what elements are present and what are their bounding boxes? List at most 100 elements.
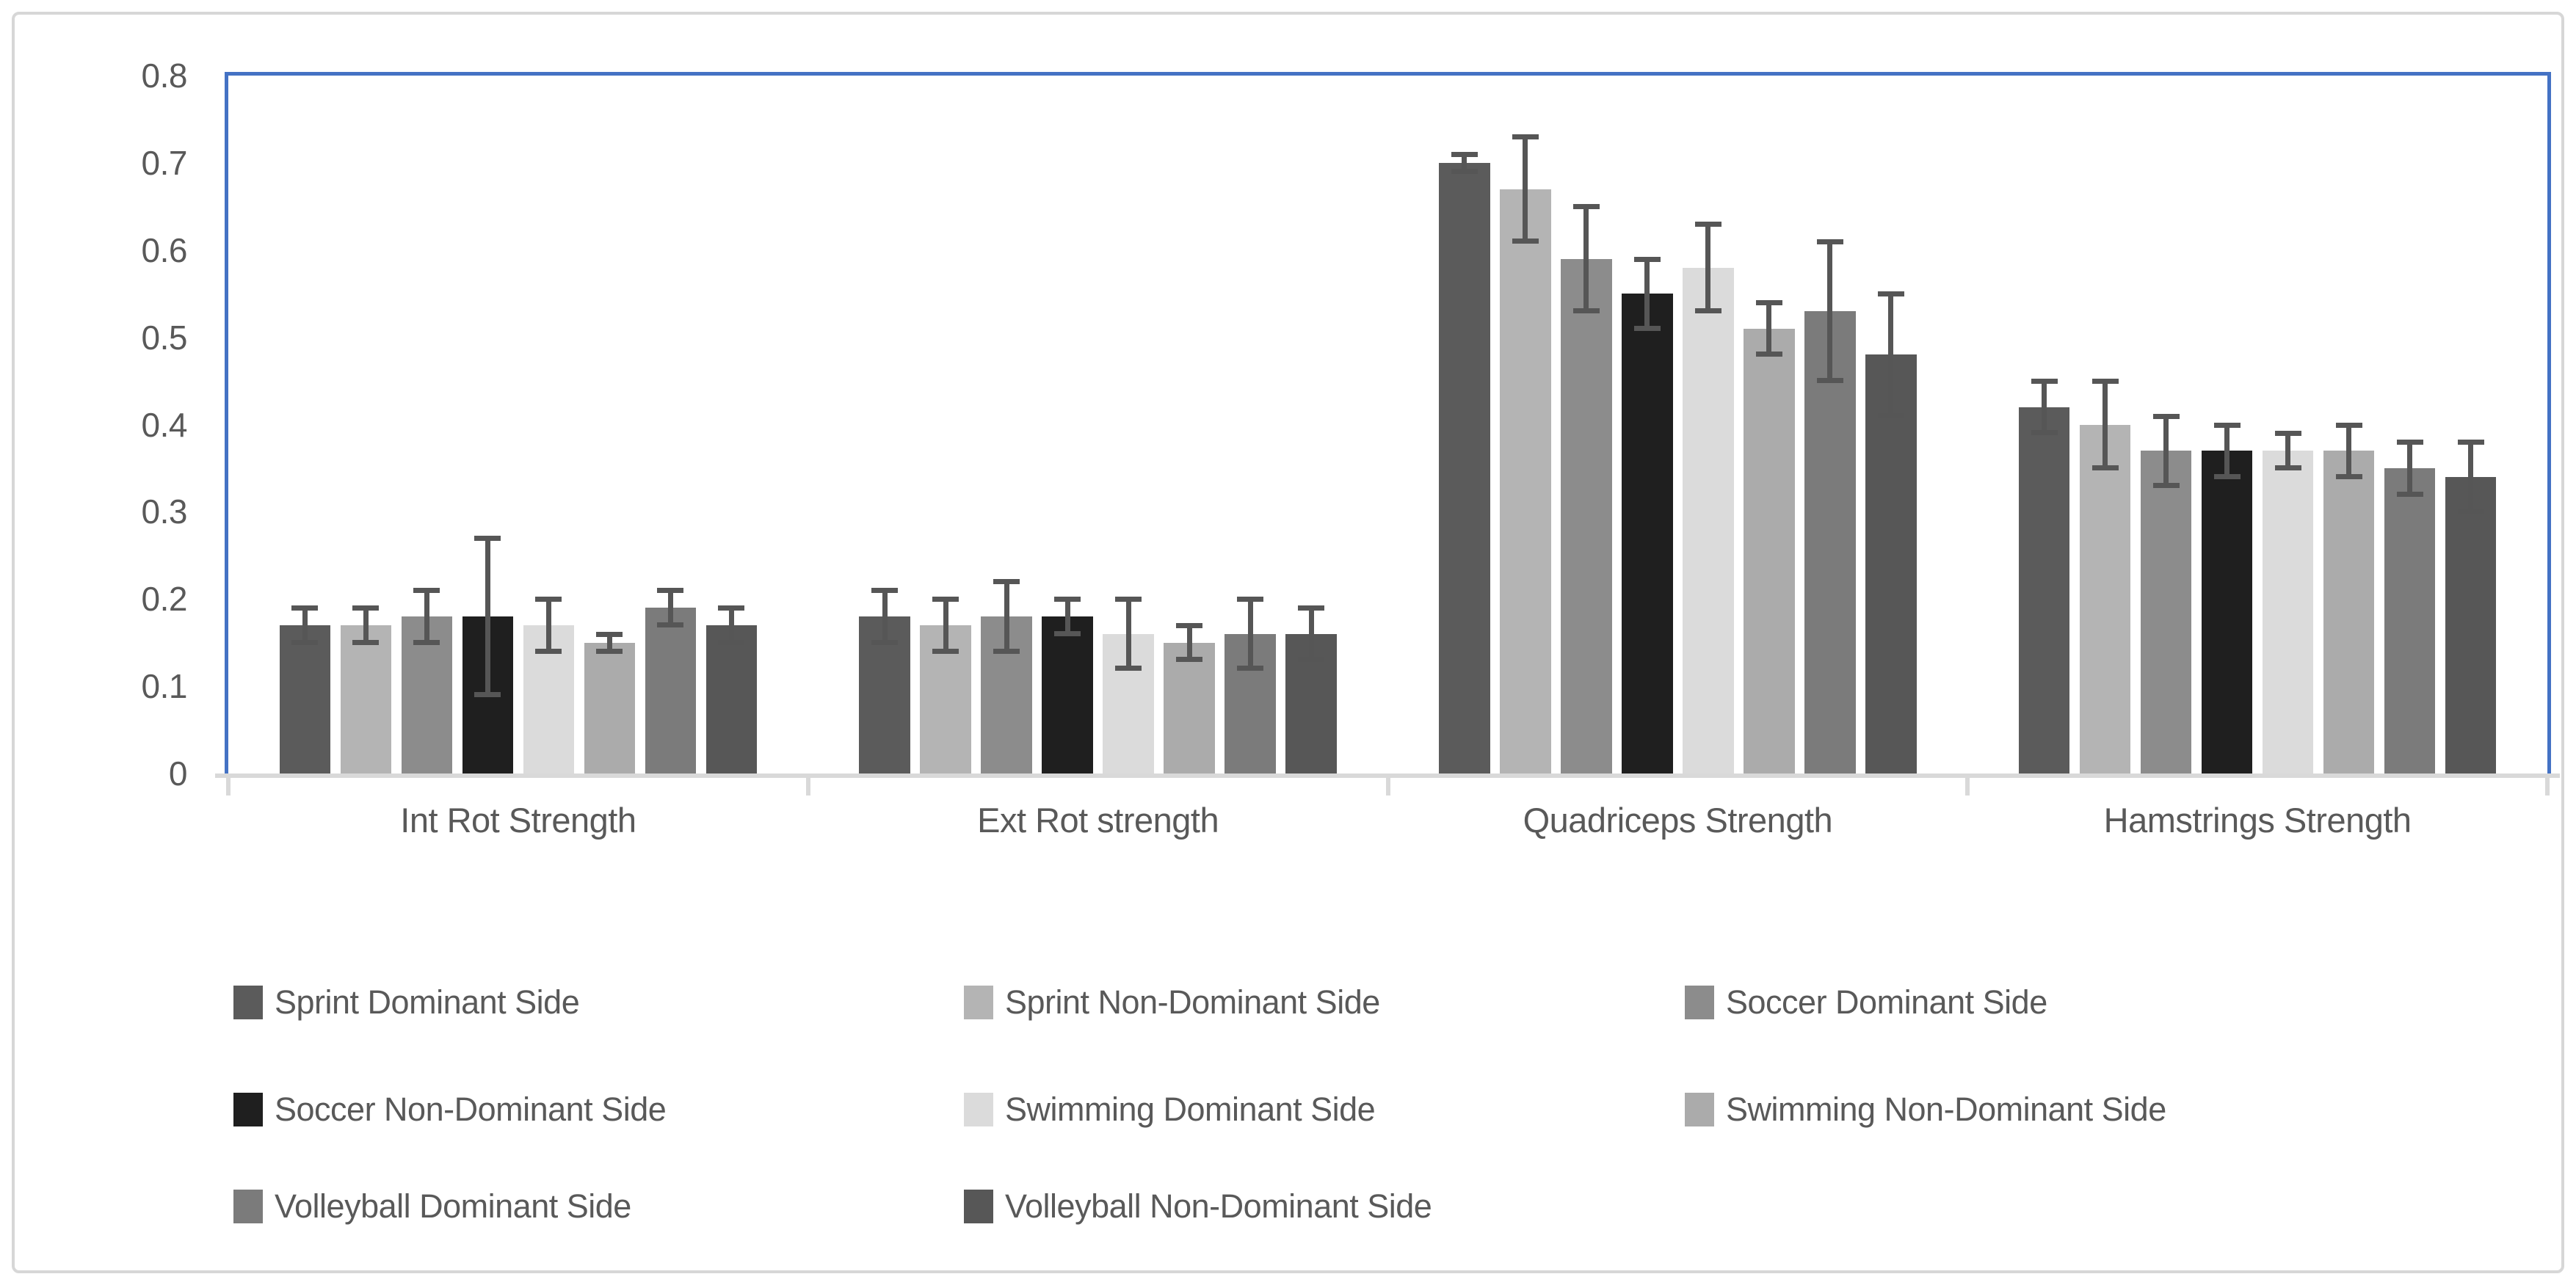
error-bar-cap [291, 639, 319, 645]
legend-item: Volleyball Dominant Side [233, 1183, 631, 1230]
legend-swatch-icon [964, 1190, 993, 1223]
error-bar-cap [1298, 657, 1325, 663]
error-bar-cap [718, 639, 745, 645]
error-bar [1583, 206, 1589, 311]
y-axis-tick-label: 0.8 [141, 57, 188, 95]
error-bar-cap [2274, 431, 2301, 437]
error-bar [943, 599, 948, 652]
error-bar [1705, 224, 1711, 311]
bar [2384, 467, 2436, 773]
error-bar [1462, 153, 1467, 172]
x-axis-category-label: Hamstrings Strength [2103, 801, 2412, 840]
error-bar [728, 608, 734, 643]
bar [705, 625, 758, 773]
error-bar-cap [2213, 473, 2241, 479]
error-bar [2468, 442, 2474, 512]
error-bar-cap [1237, 597, 1264, 603]
error-bar-cap [718, 605, 745, 611]
error-bar-cap [2457, 509, 2484, 514]
error-bar [2163, 415, 2169, 486]
bar [1042, 616, 1093, 773]
error-bar-cap [1298, 605, 1325, 611]
error-bar-cap [535, 648, 562, 654]
legend-item: Soccer Dominant Side [1685, 979, 2047, 1026]
error-bar [1064, 599, 1070, 634]
error-bar-cap [1115, 666, 1142, 671]
error-bar-cap [2152, 482, 2180, 488]
error-bar [606, 633, 612, 652]
bar [2140, 451, 2192, 773]
y-axis-tick-label: 0.6 [141, 230, 188, 269]
error-bar-cap [1176, 622, 1203, 628]
error-bar-cap [1054, 597, 1081, 603]
legend-swatch-icon [1685, 1093, 1714, 1126]
error-bar-cap [596, 631, 623, 637]
bar [2262, 451, 2314, 773]
axis-tick [2545, 773, 2550, 796]
error-bar-cap [1694, 307, 1721, 313]
legend-swatch-icon [1685, 986, 1714, 1019]
bar [1439, 162, 1490, 773]
bar [2201, 451, 2253, 773]
error-bar-cap [352, 639, 380, 645]
error-bar-cap [2457, 440, 2484, 445]
legend-item: Swimming Dominant Side [964, 1086, 1376, 1133]
bar [2445, 476, 2497, 773]
bar [1683, 267, 1734, 773]
error-bar-cap [1512, 238, 1539, 244]
error-bar-cap [352, 605, 380, 611]
legend-swatch-icon [964, 986, 993, 1019]
bar [645, 608, 697, 773]
legend-item: Volleyball Non-Dominant Side [964, 1183, 1432, 1230]
x-axis-category-label: Quadriceps Strength [1523, 801, 1833, 840]
error-bar-cap [1054, 630, 1081, 636]
y-axis-tick-label: 0.2 [141, 580, 188, 619]
bar [1500, 189, 1551, 773]
error-bar-cap [1877, 412, 1904, 418]
bar [2018, 407, 2070, 773]
error-bar-cap [1115, 597, 1142, 603]
error-bar [363, 608, 369, 643]
error-bar [1888, 294, 1894, 416]
legend-item: Swimming Non-Dominant Side [1685, 1086, 2166, 1133]
error-bar [1247, 599, 1253, 669]
error-bar [1125, 599, 1131, 669]
error-bar [2042, 381, 2047, 434]
error-bar-cap [1451, 151, 1478, 157]
plot-area-border [225, 72, 2551, 773]
error-bar-cap [535, 597, 562, 603]
error-bar [1308, 608, 1314, 660]
legend-swatch-icon [233, 1093, 263, 1126]
bar [1561, 258, 1612, 773]
y-axis-tick-label: 0.4 [141, 405, 188, 444]
error-bar [485, 538, 490, 695]
error-bar-cap [871, 639, 899, 645]
legend-swatch-icon [964, 1093, 993, 1126]
error-bar-cap [291, 605, 319, 611]
legend-label: Soccer Dominant Side [1726, 983, 2047, 1021]
error-bar [302, 608, 308, 643]
error-bar-cap [932, 648, 959, 654]
error-bar-cap [2396, 440, 2423, 445]
x-axis-category-label: Int Rot Strength [400, 801, 636, 840]
error-bar-cap [1176, 657, 1203, 663]
legend-label: Swimming Dominant Side [1005, 1091, 1376, 1128]
error-bar [667, 590, 673, 625]
error-bar [2102, 381, 2108, 468]
error-bar [1004, 581, 1009, 652]
axis-tick [1385, 773, 1390, 796]
bar [279, 625, 331, 773]
error-bar-cap [413, 639, 440, 645]
error-bar-cap [657, 588, 684, 594]
error-bar-cap [1633, 256, 1661, 262]
error-bar-cap [1816, 378, 1843, 384]
bar [584, 642, 636, 773]
axis-tick [1965, 773, 1970, 796]
error-bar-cap [2152, 413, 2180, 419]
error-bar [1827, 241, 1833, 382]
error-bar-cap [2274, 465, 2301, 470]
error-bar-cap [596, 648, 623, 654]
error-bar-cap [657, 622, 684, 627]
legend-label: Sprint Non-Dominant Side [1005, 983, 1380, 1021]
